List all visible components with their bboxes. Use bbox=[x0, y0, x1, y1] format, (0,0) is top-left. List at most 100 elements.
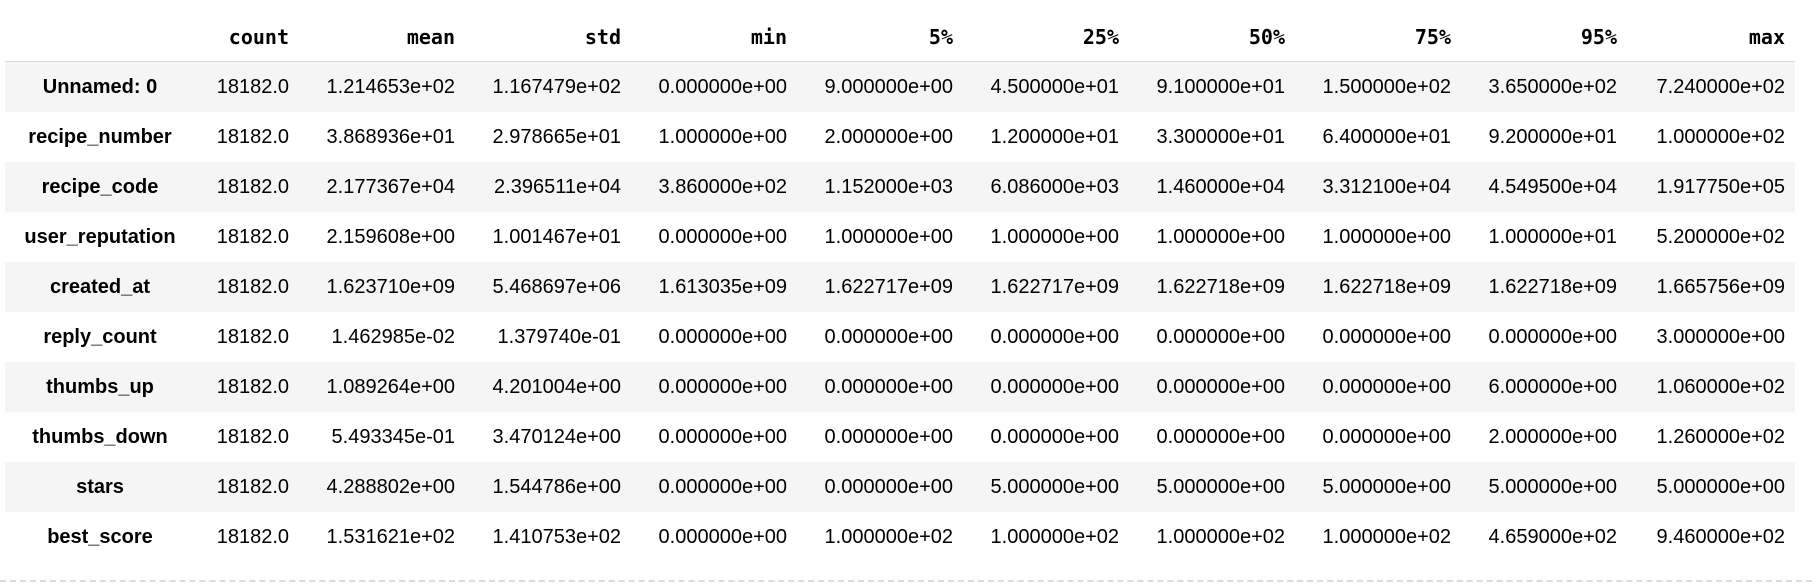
table-cell: 0.000000e+00 bbox=[824, 325, 953, 348]
table-row: reply_count 18182.0 1.462985e-02 1.379740e-… bbox=[5, 312, 1795, 362]
table-cell: 3.860000e+02 bbox=[658, 175, 787, 198]
table-row: recipe_number 18182.0 3.868936e+01 2.978665… bbox=[5, 112, 1795, 162]
table-cell: 1.000000e+02 bbox=[1656, 125, 1785, 148]
column-header: std bbox=[465, 12, 631, 62]
table-cell: 0.000000e+00 bbox=[658, 525, 787, 548]
table-cell: 4.201004e+00 bbox=[492, 375, 621, 398]
row-label: thumbs_up bbox=[46, 375, 154, 398]
row-label: user_reputation bbox=[24, 225, 176, 248]
table-cell: 1.623710e+09 bbox=[326, 275, 455, 298]
table-cell: 0.000000e+00 bbox=[1322, 325, 1451, 348]
table-cell: 5.000000e+00 bbox=[1156, 475, 1285, 498]
table-cell: 2.396511e+04 bbox=[494, 175, 621, 198]
table-cell: 0.000000e+00 bbox=[824, 375, 953, 398]
table-cell: 1.410753e+02 bbox=[492, 525, 621, 548]
table-cell: 18182.0 bbox=[216, 225, 289, 248]
table-cell: 9.460000e+02 bbox=[1656, 525, 1785, 548]
table-cell: 18182.0 bbox=[216, 175, 289, 198]
table-cell: 1.000000e+00 bbox=[990, 225, 1119, 248]
table-cell: 2.000000e+00 bbox=[1488, 425, 1617, 448]
table-cell: 3.312100e+04 bbox=[1322, 175, 1451, 198]
table-cell: 6.400000e+01 bbox=[1322, 125, 1451, 148]
table-row: best_score 18182.0 1.531621e+02 1.410753e+0… bbox=[5, 512, 1795, 562]
table-cell: 3.470124e+00 bbox=[492, 425, 621, 448]
table-cell: 0.000000e+00 bbox=[658, 425, 787, 448]
column-header: 50% bbox=[1129, 12, 1295, 62]
table-cell: 1.000000e+02 bbox=[1156, 525, 1285, 548]
table-cell: 1.917750e+05 bbox=[1656, 175, 1785, 198]
table-cell: 1.622718e+09 bbox=[1322, 275, 1451, 298]
table-cell: 0.000000e+00 bbox=[658, 225, 787, 248]
table-cell: 1.000000e+02 bbox=[824, 525, 953, 548]
table-cell: 5.000000e+00 bbox=[990, 475, 1119, 498]
table-cell: 2.159608e+00 bbox=[326, 225, 455, 248]
row-label: recipe_code bbox=[41, 175, 159, 198]
table-cell: 1.089264e+00 bbox=[326, 375, 455, 398]
column-header: 5% bbox=[797, 12, 963, 62]
table-cell: 5.000000e+00 bbox=[1488, 475, 1617, 498]
table-cell: 0.000000e+00 bbox=[658, 475, 787, 498]
table-cell: 5.000000e+00 bbox=[1322, 475, 1451, 498]
describe-table: count mean std min 5% 25% 50% 75% 95% max Unnamed… bbox=[5, 12, 1795, 562]
table-cell: 1.200000e+01 bbox=[990, 125, 1119, 148]
table-cell: 4.549500e+04 bbox=[1488, 175, 1617, 198]
table-cell: 0.000000e+00 bbox=[1488, 325, 1617, 348]
table-cell: 1.000000e+00 bbox=[658, 125, 787, 148]
table-cell: 1.060000e+02 bbox=[1656, 375, 1785, 398]
table-cell: 1.544786e+00 bbox=[492, 475, 621, 498]
table-cell: 1.001467e+01 bbox=[492, 225, 621, 248]
header-row: count mean std min 5% 25% 50% 75% 95% max bbox=[5, 12, 1795, 62]
table-cell: 0.000000e+00 bbox=[990, 375, 1119, 398]
table-cell: 9.200000e+01 bbox=[1488, 125, 1617, 148]
table-cell: 1.000000e+02 bbox=[1322, 525, 1451, 548]
table-cell: 1.000000e+00 bbox=[1322, 225, 1451, 248]
table-cell: 18182.0 bbox=[216, 275, 289, 298]
dataframe-container: count mean std min 5% 25% 50% 75% 95% max Unnamed… bbox=[5, 12, 1795, 562]
column-header: count bbox=[195, 12, 299, 62]
table-cell: 0.000000e+00 bbox=[824, 475, 953, 498]
table-row: stars 18182.0 4.288802e+00 1.544786e+00 0.00… bbox=[5, 462, 1795, 512]
table-cell: 0.000000e+00 bbox=[990, 325, 1119, 348]
table-cell: 0.000000e+00 bbox=[1156, 425, 1285, 448]
column-header: 75% bbox=[1295, 12, 1461, 62]
table-cell: 18182.0 bbox=[216, 75, 289, 98]
table-row: Unnamed: 0 18182.0 1.214653e+02 1.167479e+0… bbox=[5, 61, 1795, 112]
table-cell: 3.000000e+00 bbox=[1656, 325, 1785, 348]
table-cell: 1.665756e+09 bbox=[1656, 275, 1785, 298]
table-cell: 3.300000e+01 bbox=[1156, 125, 1285, 148]
table-body: Unnamed: 0 18182.0 1.214653e+02 1.167479e+0… bbox=[5, 61, 1795, 562]
table-cell: 2.978665e+01 bbox=[492, 125, 621, 148]
table-cell: 1.622717e+09 bbox=[824, 275, 953, 298]
table-cell: 1.622718e+09 bbox=[1488, 275, 1617, 298]
column-header: 25% bbox=[963, 12, 1129, 62]
table-cell: 18182.0 bbox=[216, 475, 289, 498]
index-header-cell bbox=[5, 12, 195, 62]
table-cell: 5.200000e+02 bbox=[1656, 225, 1785, 248]
table-cell: 0.000000e+00 bbox=[824, 425, 953, 448]
table-row: thumbs_down 18182.0 5.493345e-01 3.470124e+… bbox=[5, 412, 1795, 462]
row-label: stars bbox=[76, 475, 124, 498]
table-cell: 18182.0 bbox=[216, 375, 289, 398]
column-header: max bbox=[1627, 12, 1795, 62]
table-cell: 0.000000e+00 bbox=[658, 375, 787, 398]
table-row: created_at 18182.0 1.623710e+09 5.468697e+0… bbox=[5, 262, 1795, 312]
table-cell: 1.000000e+00 bbox=[1156, 225, 1285, 248]
table-header: count mean std min 5% 25% 50% 75% 95% max bbox=[5, 12, 1795, 62]
row-label: created_at bbox=[49, 275, 151, 298]
table-cell: 0.000000e+00 bbox=[658, 325, 787, 348]
row-label: Unnamed: 0 bbox=[42, 75, 158, 98]
table-cell: 4.288802e+00 bbox=[326, 475, 455, 498]
table-cell: 18182.0 bbox=[216, 525, 289, 548]
table-cell: 1.622718e+09 bbox=[1156, 275, 1285, 298]
table-cell: 0.000000e+00 bbox=[990, 425, 1119, 448]
table-cell: 9.100000e+01 bbox=[1156, 75, 1285, 98]
table-cell: 1.613035e+09 bbox=[658, 275, 787, 298]
table-cell: 1.531621e+02 bbox=[326, 525, 455, 548]
row-label: best_score bbox=[47, 525, 153, 548]
table-cell: 7.240000e+02 bbox=[1656, 75, 1785, 98]
table-cell: 1.379740e-01 bbox=[497, 325, 621, 348]
table-cell: 0.000000e+00 bbox=[1322, 375, 1451, 398]
table-cell: 1.460000e+04 bbox=[1156, 175, 1285, 198]
table-cell: 3.650000e+02 bbox=[1488, 75, 1617, 98]
